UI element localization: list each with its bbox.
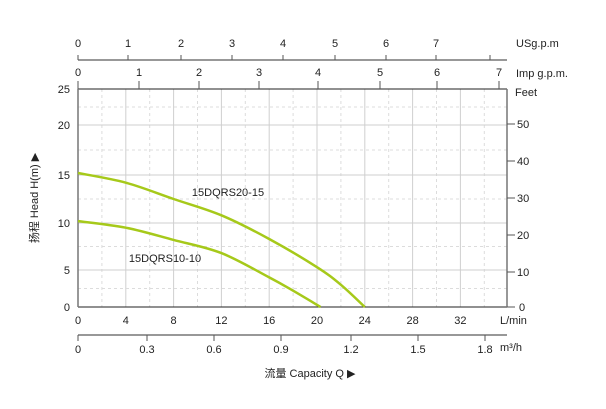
x-tick-label: 24 xyxy=(359,315,371,327)
x-unit-label: L/min xyxy=(500,315,527,327)
m3h-tick-label: 0.9 xyxy=(273,344,288,356)
usgpm-tick-label: 6 xyxy=(383,38,389,50)
feet-tick-label: 40 xyxy=(517,156,529,168)
x-tick-label: 0 xyxy=(75,315,81,327)
m3h-tick-label: 1.8 xyxy=(477,344,492,356)
x-tick-label: 16 xyxy=(263,315,275,327)
impgpm-tick-label: 4 xyxy=(315,67,321,79)
series-line-15DQRS20-15 xyxy=(77,171,366,308)
y-tick-label: 5 xyxy=(64,265,70,277)
impgpm-tick-label: 7 xyxy=(496,67,502,79)
x-tick-label: 32 xyxy=(454,315,466,327)
m3h-tick-label: 1.2 xyxy=(343,344,358,356)
m3h-tick-label: 0 xyxy=(75,344,81,356)
x-tick-label: 12 xyxy=(215,315,227,327)
x-tick-label: 8 xyxy=(171,315,177,327)
feet-tick-label: 20 xyxy=(517,230,529,242)
impgpm-tick-label: 2 xyxy=(196,67,202,79)
x-tick-label: 28 xyxy=(406,315,418,327)
impgpm-tick-label: 6 xyxy=(434,67,440,79)
usgpm-tick-label: 0 xyxy=(75,38,81,50)
m3h-tick-label: 1.5 xyxy=(410,344,425,356)
feet-tick-label: 50 xyxy=(517,119,529,131)
impgpm-tick-label: 5 xyxy=(377,67,383,79)
x-tick-label: 4 xyxy=(123,315,129,327)
y-tick-label: 0 xyxy=(64,302,70,314)
m3h-tick-label: 0.3 xyxy=(139,344,154,356)
impgpm-tick-label: 0 xyxy=(75,67,81,79)
impgpm-axis-label: Imp g.p.m. xyxy=(516,68,568,80)
feet-axis-label: Feet xyxy=(515,87,537,99)
series-label: 15DQRS10-10 xyxy=(129,253,201,265)
usgpm-tick-label: 7 xyxy=(433,38,439,50)
feet-tick-label: 30 xyxy=(517,193,529,205)
usgpm-axis-label: USg.p.m xyxy=(516,38,559,50)
m3h-tick-label: 0.6 xyxy=(206,344,221,356)
y-axis-title: 扬程 Head H(m) ▶ xyxy=(27,152,41,243)
usgpm-tick-label: 1 xyxy=(125,38,131,50)
usgpm-tick-label: 3 xyxy=(229,38,235,50)
y-tick-label: 25 xyxy=(58,84,70,96)
impgpm-tick-label: 1 xyxy=(136,67,142,79)
y-tick-label: 10 xyxy=(58,218,70,230)
feet-tick-label: 10 xyxy=(517,267,529,279)
usgpm-tick-label: 5 xyxy=(332,38,338,50)
y-tick-label: 20 xyxy=(58,120,70,132)
x-axis-title: 流量 Capacity Q ▶ xyxy=(265,366,357,380)
x-tick-label: 20 xyxy=(311,315,323,327)
usgpm-tick-label: 2 xyxy=(178,38,184,50)
usgpm-tick-label: 4 xyxy=(280,38,286,50)
feet-tick-label: 0 xyxy=(519,302,525,314)
m3h-axis-label: m³/h xyxy=(500,342,522,354)
y-tick-label: 15 xyxy=(58,170,70,182)
series-label: 15DQRS20-15 xyxy=(192,187,264,199)
series-line-15DQRS10-10 xyxy=(77,219,322,309)
impgpm-tick-label: 3 xyxy=(256,67,262,79)
